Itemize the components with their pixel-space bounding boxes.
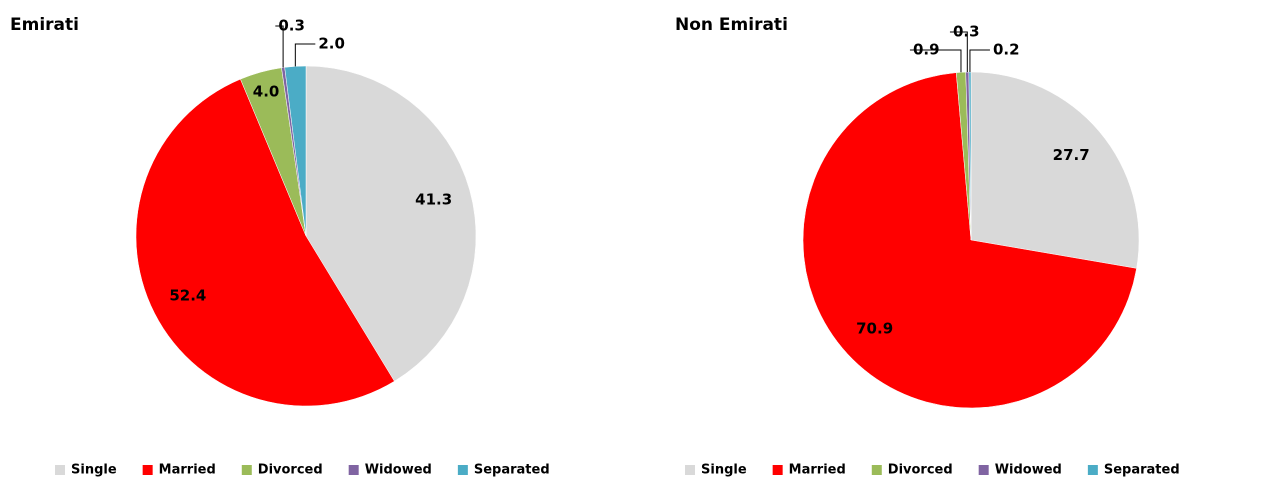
- data-label: 0.3: [278, 17, 305, 35]
- legend-label: Married: [789, 463, 846, 478]
- legend-swatch: [685, 465, 695, 475]
- data-label: 4.0: [253, 82, 280, 100]
- legend-label: Separated: [474, 463, 550, 478]
- legend-label: Single: [71, 463, 117, 478]
- pie-slice: [135, 78, 395, 407]
- data-label: 27.7: [1053, 146, 1090, 164]
- legend-label: Widowed: [995, 463, 1062, 478]
- legend-swatch: [457, 465, 468, 475]
- data-label: 0.9: [913, 41, 940, 59]
- pie-slice: [970, 71, 1140, 269]
- data-label: 41.3: [415, 191, 452, 209]
- leader-line: [969, 49, 990, 73]
- data-label: 70.9: [856, 319, 893, 337]
- legend-swatch: [978, 465, 989, 475]
- pie-slice: [968, 71, 972, 241]
- legend-swatch: [772, 465, 783, 475]
- leader-line: [949, 31, 968, 73]
- legend-swatch: [348, 465, 359, 475]
- legend-swatch: [55, 465, 65, 475]
- legend-label: Widowed: [365, 463, 432, 478]
- chart-title: Non Emirati: [675, 15, 788, 35]
- chart-title: Emirati: [10, 15, 79, 35]
- data-label: 2.0: [318, 35, 345, 53]
- legend-label: Married: [159, 463, 216, 478]
- pie-slice: [802, 72, 1137, 409]
- legend-label: Divorced: [258, 463, 323, 478]
- legend-label: Divorced: [888, 463, 953, 478]
- leader-line: [275, 25, 284, 68]
- legend-label: Separated: [1104, 463, 1180, 478]
- legend-swatch: [1087, 465, 1098, 475]
- pie-slice: [305, 65, 477, 382]
- data-label: 0.2: [993, 41, 1020, 59]
- legend-label: Single: [701, 463, 747, 478]
- leader-line: [294, 43, 316, 67]
- legend-swatch: [871, 465, 882, 475]
- leader-line: [909, 49, 962, 73]
- data-label: 0.3: [953, 23, 980, 41]
- legend-swatch: [142, 465, 153, 475]
- legend-swatch: [241, 465, 252, 475]
- data-label: 52.4: [169, 287, 206, 305]
